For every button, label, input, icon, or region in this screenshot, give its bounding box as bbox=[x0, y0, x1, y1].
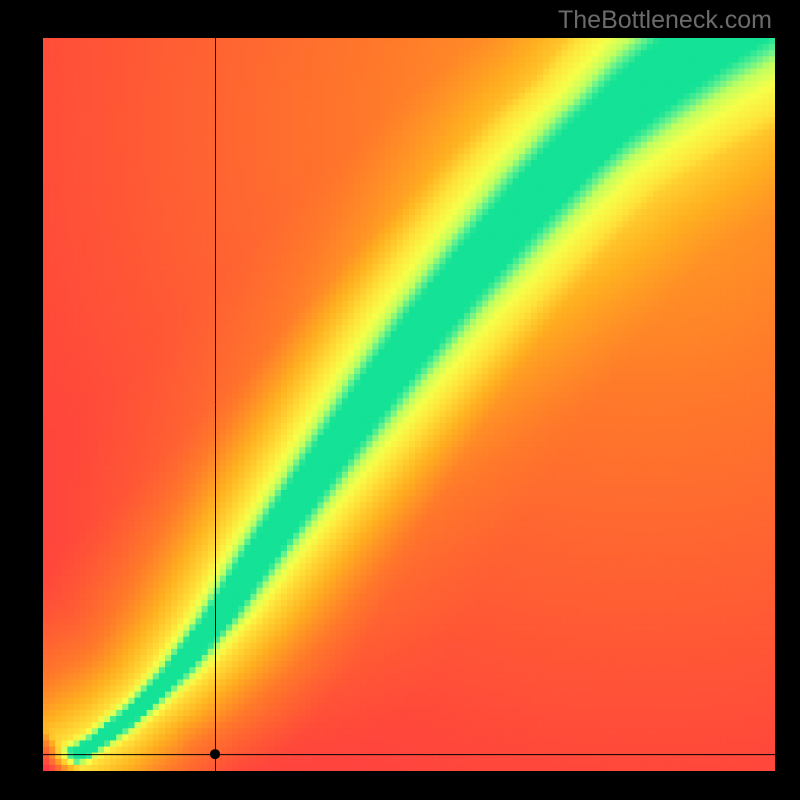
chart-container: TheBottleneck.com bbox=[0, 0, 800, 800]
bottleneck-heatmap bbox=[43, 38, 775, 771]
watermark-text: TheBottleneck.com bbox=[558, 6, 772, 35]
